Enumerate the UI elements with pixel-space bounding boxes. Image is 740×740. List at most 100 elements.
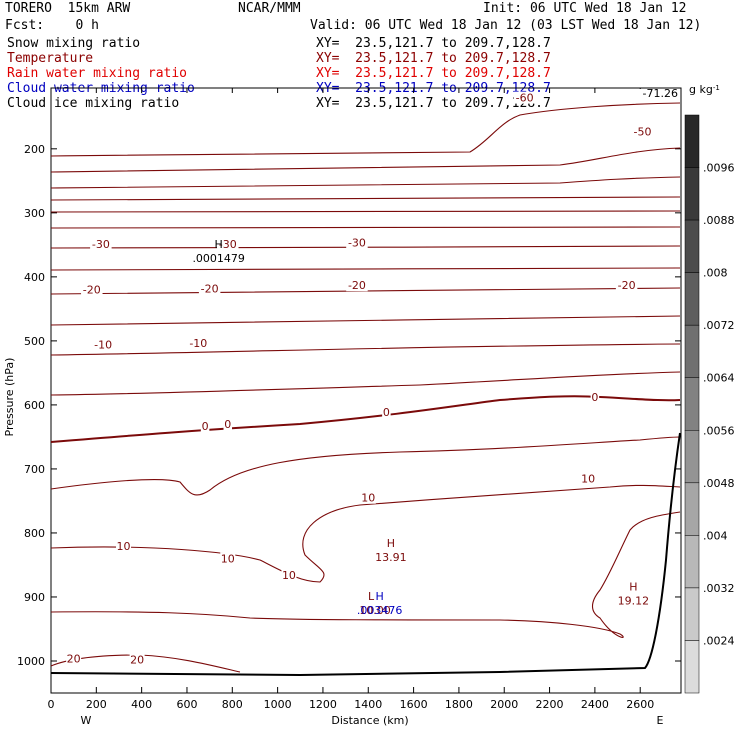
extremum-marker: H — [629, 581, 637, 594]
contour-label-bg — [129, 653, 145, 666]
y-tick-label: 300 — [24, 207, 45, 220]
contour-label: 10 — [221, 553, 235, 566]
corner-value: -71.26 — [622, 87, 680, 100]
model-title: TORERO 15km ARW — [5, 1, 131, 16]
colorbar-segment — [684, 640, 700, 694]
contour-label: -30 — [92, 238, 110, 251]
extremum-marker: H — [215, 238, 223, 251]
contour-label: -30 — [219, 238, 237, 251]
contour-label: 0 — [591, 391, 598, 404]
extremum-marker: L — [368, 590, 375, 603]
field-snow-xy: XY= 23.5,121.7 to 209.7,128.7 — [316, 36, 551, 51]
extremum-value: .0001479 — [192, 252, 245, 265]
field-cloudice-name: Cloud ice mixing ratio — [7, 96, 180, 111]
extremum-value: .003476 — [357, 604, 403, 617]
extremum-marker: H — [375, 590, 383, 603]
contour-minus25 — [50, 267, 681, 271]
contour-label: -50 — [633, 126, 651, 139]
contour-label-bg — [200, 420, 210, 433]
contour-label: -30 — [348, 236, 366, 249]
contour-label-bg — [90, 238, 112, 251]
colorbar-segment — [684, 482, 700, 536]
org-title: NCAR/MMM — [238, 1, 301, 16]
x-axis-title: Distance (km) — [331, 714, 408, 727]
contour-label: 20 — [130, 654, 144, 667]
x-tick-label: 0 — [48, 698, 55, 711]
field-rain-xy: XY= 23.5,121.7 to 209.7,128.7 — [316, 66, 551, 81]
valid-time: Valid: 06 UTC Wed 18 Jan 12 (03 LST Wed … — [310, 18, 702, 33]
contour-label: -20 — [618, 279, 636, 292]
field-temperature-xy: XY= 23.5,121.7 to 209.7,128.7 — [316, 51, 551, 66]
contour-label-bg — [631, 125, 654, 138]
contour-label-bg — [580, 472, 596, 485]
contour-label-bg — [92, 338, 114, 351]
y-tick-label: 800 — [24, 527, 45, 540]
contour-label: 0 — [202, 420, 209, 433]
contour-15 — [50, 511, 681, 638]
y-tick-label: 200 — [24, 143, 45, 156]
contour-label: -10 — [189, 337, 207, 350]
colorbar-segment — [684, 324, 700, 378]
contour-label: 20 — [67, 652, 81, 665]
contour-label: -20 — [201, 282, 219, 295]
x-tick-label: 800 — [222, 698, 243, 711]
y-tick-label: 1000 — [17, 655, 45, 668]
x-start-label: W — [81, 714, 92, 727]
contour-label: 10 — [581, 473, 595, 486]
colorbar-segment — [684, 272, 700, 326]
x-tick-label: 1000 — [264, 698, 292, 711]
x-tick-label: 2600 — [626, 698, 654, 711]
contour-0 — [50, 395, 681, 443]
contour-label-bg — [281, 569, 297, 582]
x-tick-label: 1400 — [354, 698, 382, 711]
contour-minus15 — [50, 315, 681, 326]
contour-minus30 — [50, 245, 681, 249]
contour-label: 10 — [282, 569, 296, 582]
y-tick-label: 900 — [24, 591, 45, 604]
contour-label: 10 — [117, 540, 131, 553]
colorbar-unit: g kg-1 — [689, 83, 720, 96]
contour-label-bg — [615, 279, 638, 292]
colorbar-segment — [684, 114, 700, 168]
plot-frame — [50, 87, 682, 694]
x-axis-ticks: 0 200 400 600 800 1000 1200 1400 1600 1800 2000 220… — [48, 88, 654, 711]
contour-minus55 — [50, 147, 681, 173]
x-tick-label: 1600 — [400, 698, 428, 711]
colorbar: .0096 .0088 .008 .0072 .0064 .0056 .0048 .004 .0… — [684, 83, 735, 694]
field-rain-name: Rain water mixing ratio — [7, 66, 188, 81]
contour-minus35 — [50, 226, 681, 229]
colorbar-segment — [684, 219, 700, 273]
contour-label-bg — [360, 491, 376, 504]
contour-label-bg — [187, 336, 210, 349]
contour-minus5 — [50, 371, 681, 396]
contour-label-bg — [223, 418, 233, 431]
forecast-hour: Fcst: 0 h — [5, 18, 99, 33]
contour-minus20 — [50, 287, 681, 295]
terrain-line — [50, 432, 681, 677]
colorbar-label: .0048 — [703, 477, 735, 490]
colorbar-label: .0088 — [703, 214, 735, 227]
contour-label-bg — [220, 552, 236, 565]
x-tick-label: 2000 — [490, 698, 518, 711]
contour-minus60 — [50, 102, 681, 157]
contour-label: 0 — [224, 418, 231, 431]
colorbar-segment — [684, 167, 700, 221]
extremum-marker: H — [387, 537, 395, 550]
x-tick-label: 400 — [131, 698, 152, 711]
contour-label-bg — [116, 539, 132, 552]
x-tick-label: 200 — [86, 698, 107, 711]
field-snow-name: Snow mixing ratio — [7, 36, 141, 51]
field-temperature-name: Temperature — [7, 51, 94, 66]
colorbar-label: .0024 — [703, 634, 735, 647]
colorbar-label: .004 — [703, 529, 728, 542]
x-end-label: E — [657, 714, 664, 727]
contour-label: -60 — [516, 92, 534, 105]
colorbar-label: .0056 — [703, 424, 735, 437]
contour-label-bg — [66, 652, 82, 665]
colorbar-label: .0032 — [703, 582, 735, 595]
contour-minus40 — [50, 210, 681, 213]
contour-label: -10 — [94, 339, 112, 352]
x-tick-label: 1800 — [445, 698, 473, 711]
contour-label: 0 — [383, 406, 390, 419]
